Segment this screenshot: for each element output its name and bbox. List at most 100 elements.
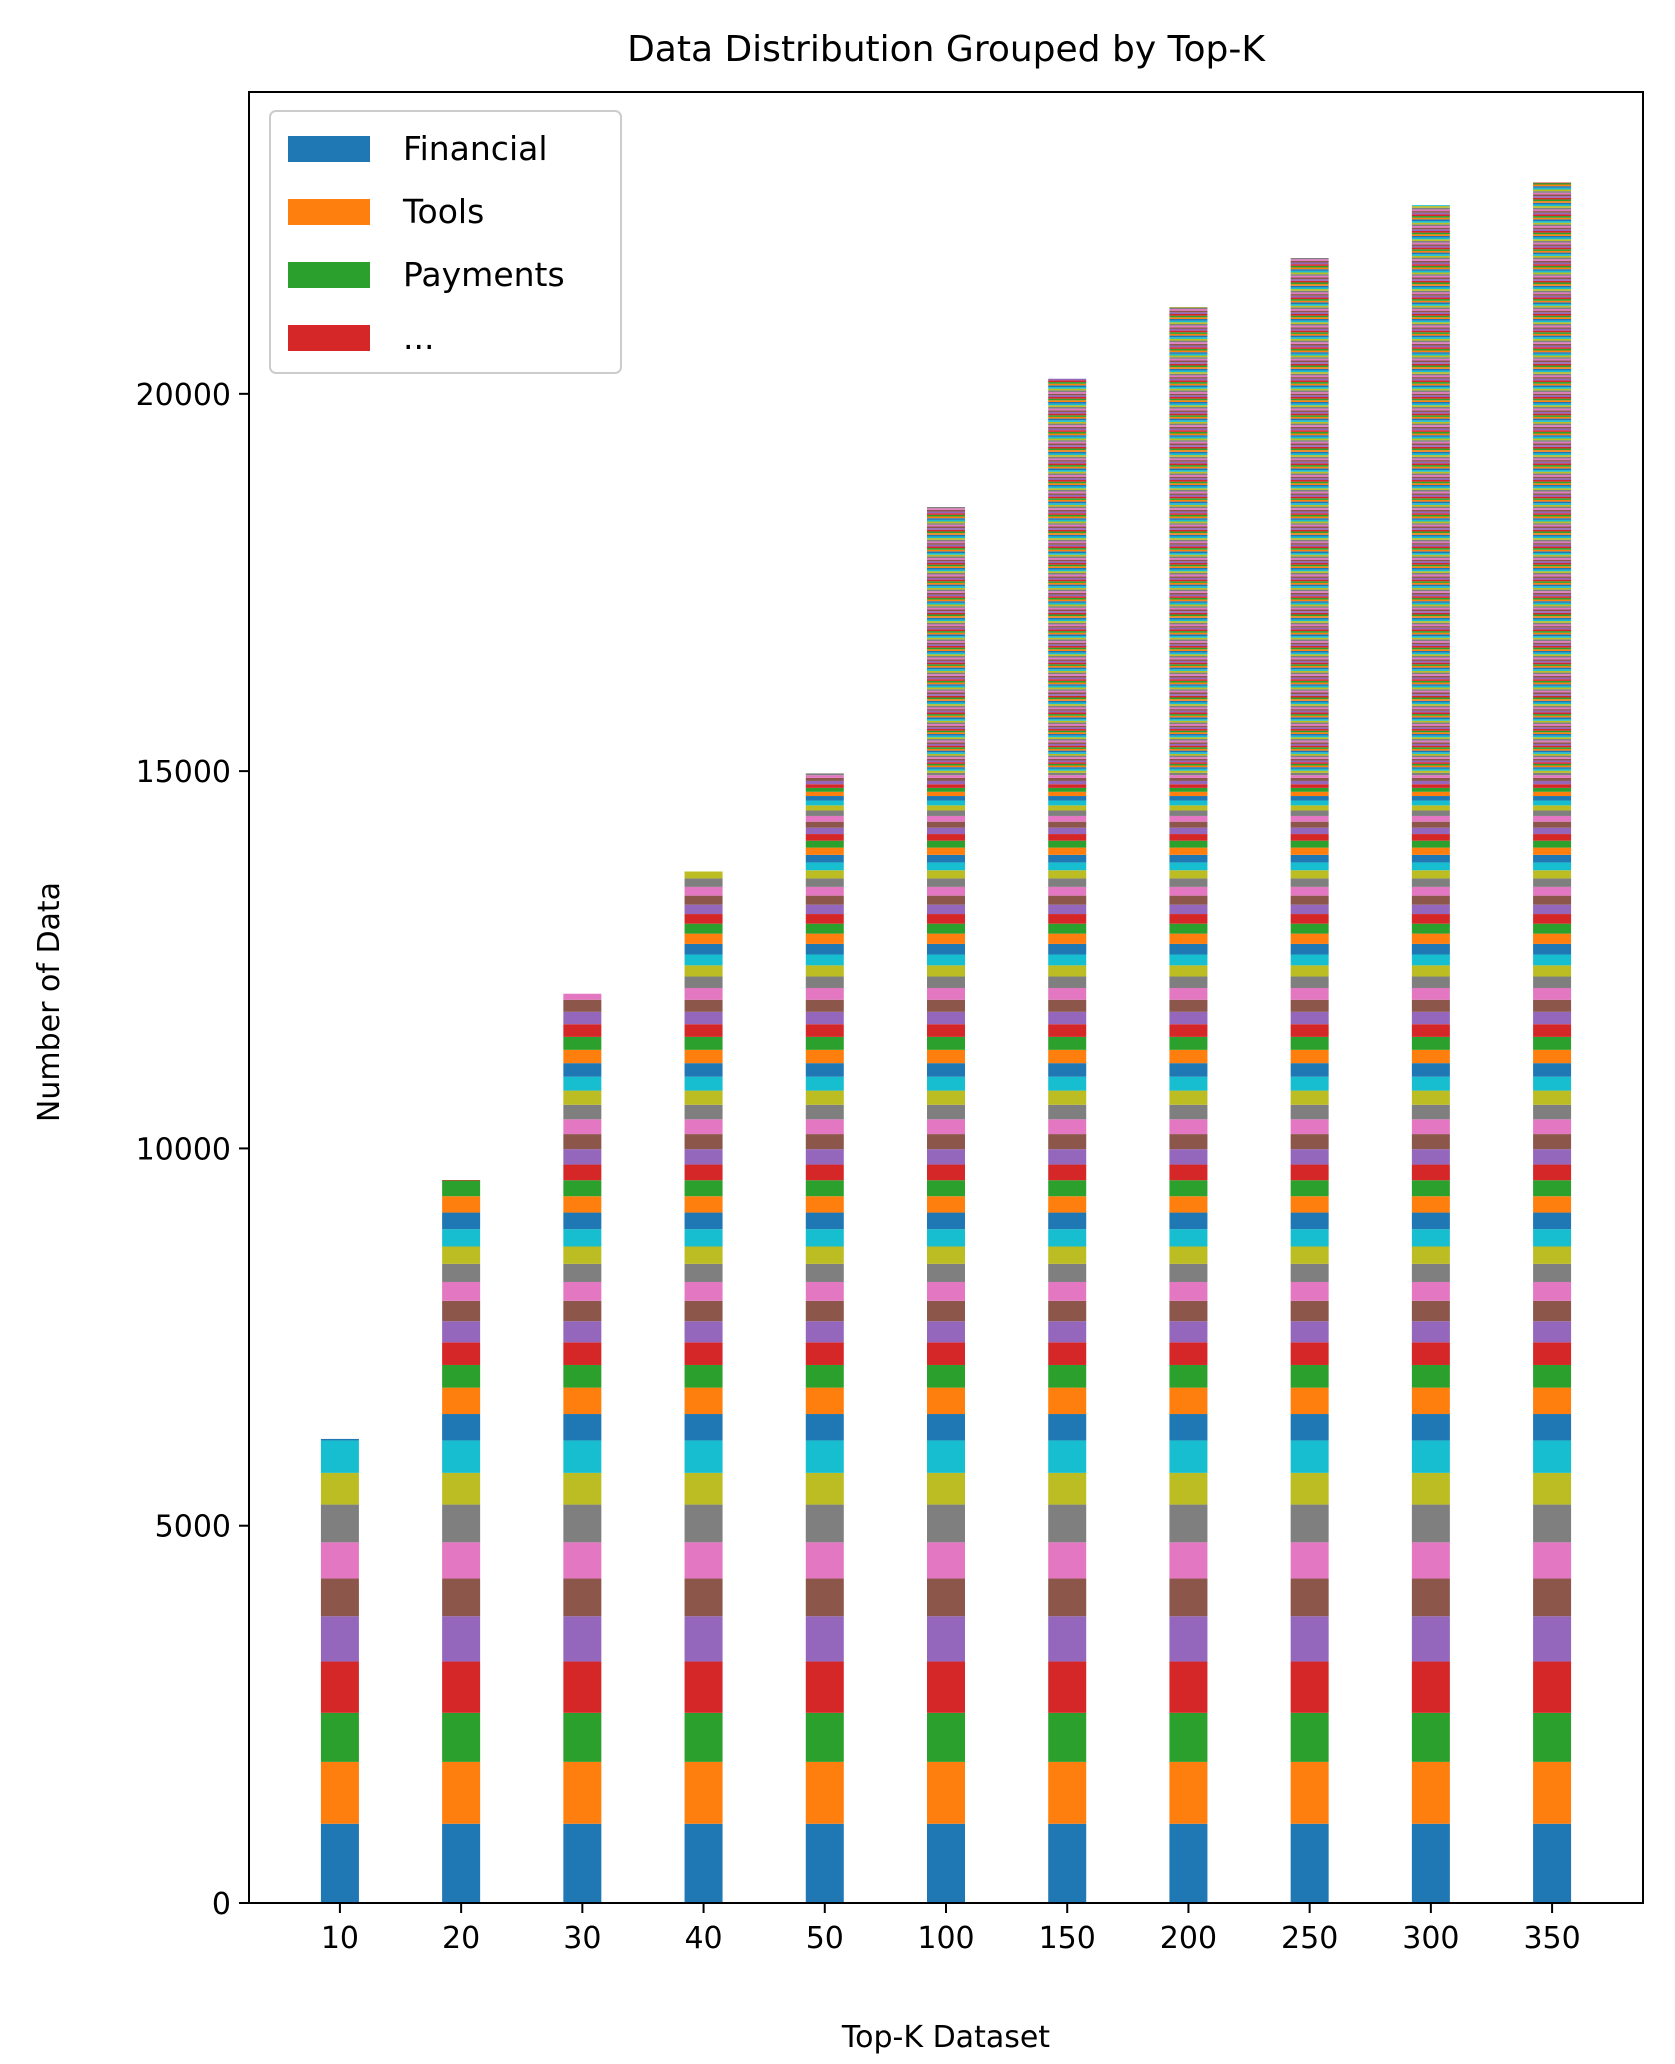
bar-segment <box>1411 606 1450 608</box>
bar-segment <box>1169 1024 1208 1037</box>
bar-segment <box>1411 1212 1450 1230</box>
bar-segment <box>1533 933 1572 944</box>
bar-segment <box>1048 577 1087 580</box>
bar-segment <box>1290 768 1329 771</box>
bar-segment <box>1169 1342 1208 1365</box>
bar-segment <box>1169 796 1208 801</box>
bar-segment <box>1290 398 1329 401</box>
bar-segment <box>1169 690 1208 693</box>
bar-segment <box>1411 310 1450 313</box>
bar-segment <box>684 1149 723 1165</box>
bar-segment <box>1411 748 1450 751</box>
bar-segment <box>1533 245 1572 248</box>
bar-segment <box>1169 692 1208 695</box>
bar-segment <box>1169 750 1208 753</box>
bar-segment <box>1048 1300 1087 1322</box>
bar-segment <box>1169 1712 1208 1762</box>
bar-segment <box>1048 496 1087 499</box>
bar-segment <box>1169 733 1208 736</box>
bar-segment <box>1169 338 1208 341</box>
bar-segment <box>1290 685 1329 688</box>
bar-segment <box>927 1134 965 1150</box>
bar-segment <box>1411 810 1450 816</box>
bar-segment <box>563 1229 602 1247</box>
bar-segment <box>1048 748 1087 751</box>
bar-segment <box>1290 463 1329 466</box>
bar-segment <box>1411 679 1450 681</box>
bar-segment <box>1533 400 1572 402</box>
bar-segment <box>1048 682 1087 685</box>
bar-segment <box>1048 543 1087 545</box>
bar-segment <box>1290 433 1329 436</box>
bar-segment <box>1411 342 1450 344</box>
bar-segment <box>1533 722 1572 725</box>
x-tick-label: 30 <box>563 1921 601 1956</box>
bar-segment <box>1169 644 1208 647</box>
bar-segment <box>1048 541 1087 544</box>
bar-segment <box>1169 591 1208 593</box>
bar-segment <box>1169 385 1208 388</box>
bar-segment <box>1533 375 1572 378</box>
bar-segment <box>1290 987 1329 1000</box>
bar-segment <box>1048 596 1087 598</box>
bar-segment <box>1169 621 1208 623</box>
bar-segment <box>1533 259 1572 261</box>
bar-segment <box>1411 453 1450 456</box>
bar-segment <box>1290 601 1329 603</box>
bar-segment <box>927 1104 965 1120</box>
bar-segment <box>927 722 965 725</box>
bar-segment <box>1169 539 1208 542</box>
bar-segment <box>1411 933 1450 944</box>
bar-segment <box>1533 249 1572 251</box>
bar-segment <box>1533 461 1572 464</box>
bar-segment <box>1169 768 1208 771</box>
bar-segment <box>1411 397 1450 399</box>
x-tick-label: 50 <box>806 1921 844 1956</box>
bar-segment <box>1048 388 1087 391</box>
bar-segment <box>1533 654 1572 656</box>
bar-segment <box>1169 538 1208 540</box>
bar-segment <box>1533 501 1572 504</box>
bar-segment <box>684 1063 723 1077</box>
bar-segment <box>1290 1049 1329 1064</box>
bar-segment <box>1169 549 1208 552</box>
bar-segment <box>1411 1281 1450 1301</box>
bar-segment <box>1290 1090 1329 1105</box>
x-tick-label: 300 <box>1402 1921 1459 1956</box>
bar-segment <box>1411 260 1450 263</box>
bar-segment <box>1533 631 1572 633</box>
bar-segment <box>1048 702 1087 705</box>
bar-segment <box>1533 1229 1572 1247</box>
bar-segment <box>927 1164 965 1181</box>
bar-segment <box>1048 626 1087 628</box>
bar-segment <box>1169 740 1208 743</box>
bar-segment <box>927 567 965 570</box>
bar-segment <box>1290 1823 1329 1903</box>
bar-segment <box>1290 923 1329 934</box>
bar-segment <box>1290 1472 1329 1505</box>
bar-segment <box>1411 1504 1450 1543</box>
bar-segment <box>1048 649 1087 651</box>
bar-segment <box>1048 743 1087 746</box>
bar-segment <box>927 574 965 577</box>
bar-segment <box>1048 690 1087 693</box>
bar-segment <box>1169 317 1208 319</box>
bar-segment <box>1169 332 1208 334</box>
bar-segment <box>1533 423 1572 426</box>
bar-segment <box>1048 621 1087 623</box>
bar-segment <box>1290 328 1329 331</box>
bar-segment <box>563 1414 602 1441</box>
bar-segment <box>1411 847 1450 855</box>
bar-segment <box>1533 646 1572 648</box>
bar-segment <box>927 1196 965 1213</box>
bar-segment <box>1533 1300 1572 1322</box>
y-tick-label: 15000 <box>136 755 231 790</box>
bar-segment <box>1533 705 1572 708</box>
bar-segment <box>1169 670 1208 673</box>
bar-segment <box>1169 821 1208 828</box>
bar-segment <box>1169 914 1208 924</box>
bar-segment <box>1533 1616 1572 1662</box>
bar-segment <box>1290 425 1329 427</box>
bar-segment <box>1169 954 1208 966</box>
bar-segment <box>1169 443 1208 446</box>
